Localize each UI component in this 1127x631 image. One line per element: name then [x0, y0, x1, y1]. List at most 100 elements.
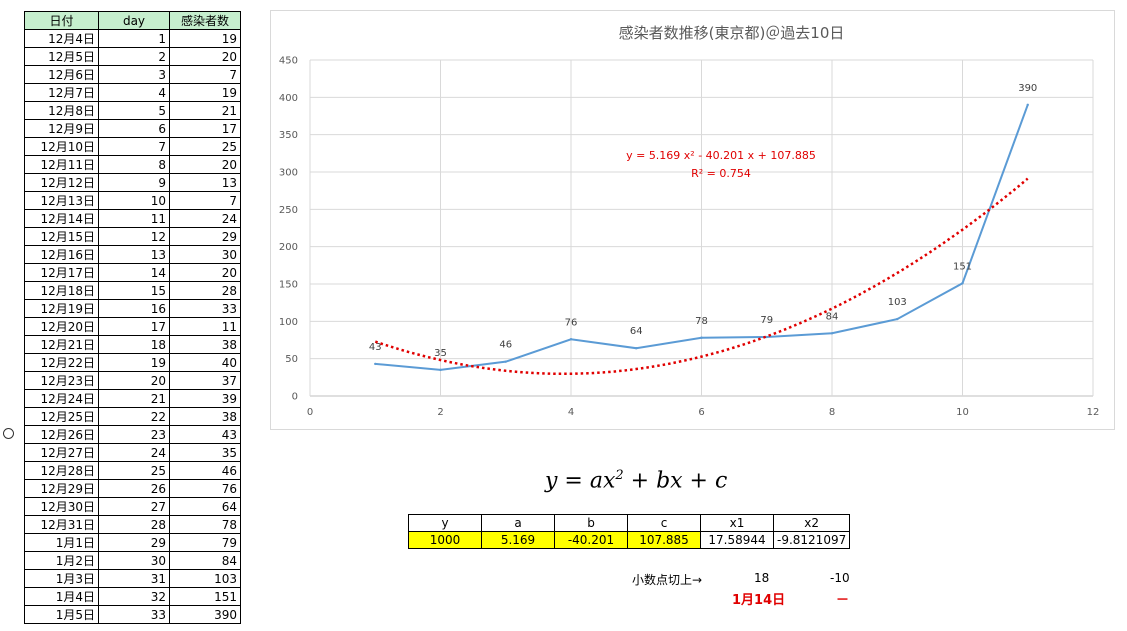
cell-cases[interactable]: 7 [169, 65, 241, 84]
cell-date[interactable]: 12月14日 [24, 209, 99, 228]
cell-date[interactable]: 12月26日 [24, 425, 99, 444]
roundup-x1[interactable]: 18 [754, 571, 770, 585]
cell-cases[interactable]: 21 [169, 101, 241, 120]
coef-value-b[interactable]: -40.201 [554, 531, 628, 549]
cell-cases[interactable]: 43 [169, 425, 241, 444]
cell-date[interactable]: 12月4日 [24, 29, 99, 48]
cell-cases[interactable]: 37 [169, 371, 241, 390]
cell-day[interactable]: 17 [98, 317, 170, 336]
cell-cases[interactable]: 30 [169, 245, 241, 264]
coef-header-x1[interactable]: x1 [700, 514, 774, 532]
cell-cases[interactable]: 19 [169, 83, 241, 102]
cell-cases[interactable]: 13 [169, 173, 241, 192]
cell-date[interactable]: 12月20日 [24, 317, 99, 336]
cell-date[interactable]: 12月16日 [24, 245, 99, 264]
cell-cases[interactable]: 25 [169, 137, 241, 156]
cell-day[interactable]: 1 [98, 29, 170, 48]
cell-date[interactable]: 1月1日 [24, 533, 99, 552]
cell-date[interactable]: 12月7日 [24, 83, 99, 102]
cell-cases[interactable]: 20 [169, 47, 241, 66]
coef-value-a[interactable]: 5.169 [481, 531, 555, 549]
cell-day[interactable]: 22 [98, 407, 170, 426]
cell-day[interactable]: 15 [98, 281, 170, 300]
coef-header-b[interactable]: b [554, 514, 628, 532]
cell-cases[interactable]: 29 [169, 227, 241, 246]
cell-date[interactable]: 12月23日 [24, 371, 99, 390]
cell-cases[interactable]: 64 [169, 497, 241, 516]
cell-cases[interactable]: 46 [169, 461, 241, 480]
cell-date[interactable]: 12月11日 [24, 155, 99, 174]
coef-value-c[interactable]: 107.885 [627, 531, 701, 549]
coef-header-a[interactable]: a [481, 514, 555, 532]
cell-date[interactable]: 1月4日 [24, 587, 99, 606]
cell-date[interactable]: 12月30日 [24, 497, 99, 516]
cell-day[interactable]: 24 [98, 443, 170, 462]
coef-value-x2[interactable]: -9.8121097 [772, 531, 851, 549]
coef-value-y[interactable]: 1000 [408, 531, 482, 549]
coef-header-c[interactable]: c [627, 514, 701, 532]
cell-day[interactable]: 14 [98, 263, 170, 282]
cell-date[interactable]: 1月3日 [24, 569, 99, 588]
cell-date[interactable]: 12月10日 [24, 137, 99, 156]
roundup-x2[interactable]: -10 [830, 571, 850, 585]
cell-day[interactable]: 29 [98, 533, 170, 552]
cell-cases[interactable]: 40 [169, 353, 241, 372]
cell-date[interactable]: 12月22日 [24, 353, 99, 372]
cell-day[interactable]: 20 [98, 371, 170, 390]
cell-day[interactable]: 11 [98, 209, 170, 228]
cell-day[interactable]: 23 [98, 425, 170, 444]
cell-day[interactable]: 13 [98, 245, 170, 264]
cell-day[interactable]: 21 [98, 389, 170, 408]
cell-date[interactable]: 1月2日 [24, 551, 99, 570]
cell-day[interactable]: 8 [98, 155, 170, 174]
coef-value-x1[interactable]: 17.58944 [700, 531, 774, 549]
result-date[interactable]: 1月14日 [732, 593, 786, 608]
cell-day[interactable]: 32 [98, 587, 170, 606]
cell-day[interactable]: 30 [98, 551, 170, 570]
cell-day[interactable]: 16 [98, 299, 170, 318]
coef-header-y[interactable]: y [408, 514, 482, 532]
cell-date[interactable]: 12月25日 [24, 407, 99, 426]
cell-date[interactable]: 12月28日 [24, 461, 99, 480]
cell-date[interactable]: 12月13日 [24, 191, 99, 210]
cell-date[interactable]: 12月31日 [24, 515, 99, 534]
header-cases[interactable]: 感染者数 [169, 11, 241, 30]
cell-date[interactable]: 1月5日 [24, 605, 99, 624]
cell-day[interactable]: 19 [98, 353, 170, 372]
cell-cases[interactable]: 33 [169, 299, 241, 318]
cell-day[interactable]: 2 [98, 47, 170, 66]
cell-cases[interactable]: 103 [169, 569, 241, 588]
cell-day[interactable]: 26 [98, 479, 170, 498]
cell-day[interactable]: 6 [98, 119, 170, 138]
cell-date[interactable]: 12月19日 [24, 299, 99, 318]
cell-cases[interactable]: 19 [169, 29, 241, 48]
cell-day[interactable]: 27 [98, 497, 170, 516]
cell-date[interactable]: 12月27日 [24, 443, 99, 462]
cell-cases[interactable]: 11 [169, 317, 241, 336]
header-date[interactable]: 日付 [24, 11, 99, 30]
cell-cases[interactable]: 38 [169, 335, 241, 354]
result-x2[interactable]: － [836, 593, 850, 608]
cell-day[interactable]: 3 [98, 65, 170, 84]
cell-day[interactable]: 5 [98, 101, 170, 120]
cell-day[interactable]: 25 [98, 461, 170, 480]
cell-date[interactable]: 12月8日 [24, 101, 99, 120]
cell-cases[interactable]: 84 [169, 551, 241, 570]
cell-day[interactable]: 31 [98, 569, 170, 588]
cell-day[interactable]: 18 [98, 335, 170, 354]
cell-cases[interactable]: 39 [169, 389, 241, 408]
cell-cases[interactable]: 390 [169, 605, 241, 624]
cell-cases[interactable]: 24 [169, 209, 241, 228]
cell-date[interactable]: 12月21日 [24, 335, 99, 354]
cell-day[interactable]: 9 [98, 173, 170, 192]
cell-date[interactable]: 12月24日 [24, 389, 99, 408]
cell-date[interactable]: 12月29日 [24, 479, 99, 498]
cell-date[interactable]: 12月12日 [24, 173, 99, 192]
cell-cases[interactable]: 78 [169, 515, 241, 534]
cell-cases[interactable]: 151 [169, 587, 241, 606]
cell-cases[interactable]: 35 [169, 443, 241, 462]
cell-cases[interactable]: 20 [169, 155, 241, 174]
cell-cases[interactable]: 76 [169, 479, 241, 498]
cell-date[interactable]: 12月9日 [24, 119, 99, 138]
cell-day[interactable]: 33 [98, 605, 170, 624]
